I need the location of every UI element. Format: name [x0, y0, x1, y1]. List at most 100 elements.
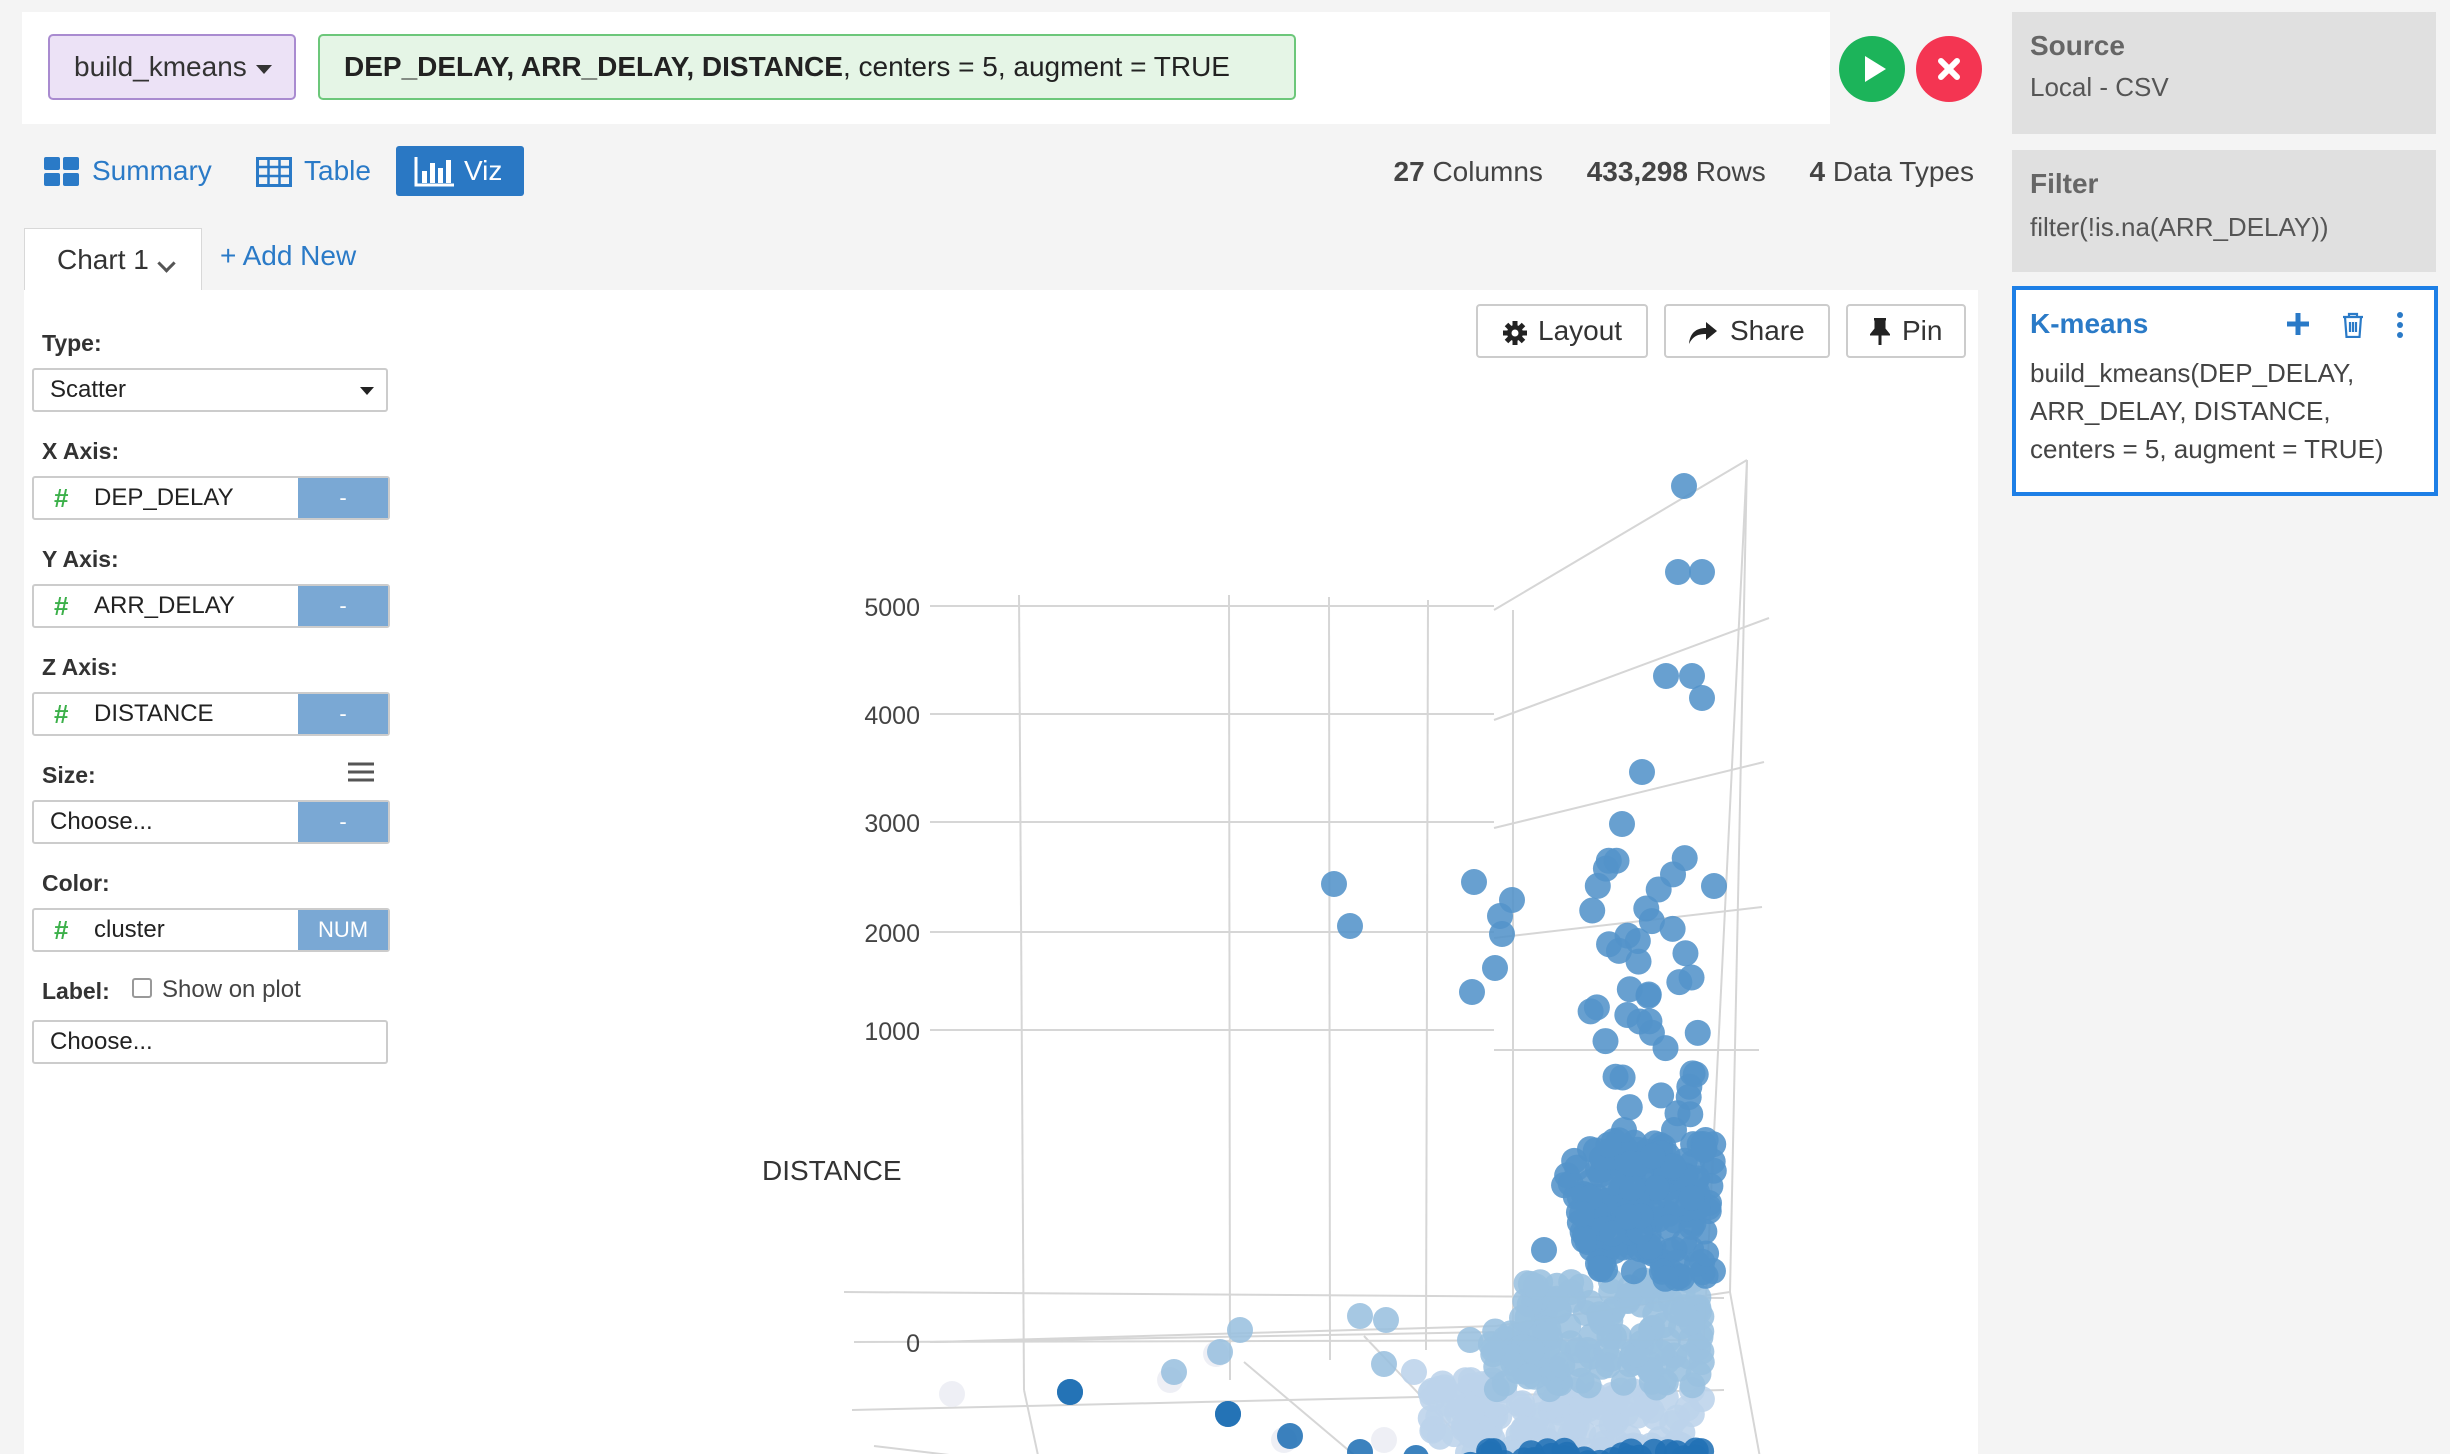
step-source-desc: Local - CSV — [2030, 72, 2169, 102]
step-source[interactable]: Source Local - CSV — [2012, 12, 2436, 134]
bar-chart-icon — [414, 157, 454, 187]
data-point — [1558, 1269, 1585, 1296]
data-point — [1461, 869, 1487, 895]
y-axis-aggregate-button[interactable]: - — [298, 586, 388, 626]
size-aggregate-button[interactable]: - — [298, 802, 388, 842]
pin-button[interactable]: Pin — [1846, 304, 1966, 358]
data-point — [1635, 982, 1662, 1009]
data-point — [1639, 1143, 1666, 1170]
data-point — [1691, 1218, 1718, 1245]
data-point — [1536, 1376, 1563, 1403]
data-point — [1403, 1445, 1429, 1454]
add-new-chart-button[interactable]: + Add New — [220, 240, 357, 271]
z-tick-label: 4000 — [864, 702, 920, 730]
step-kmeans[interactable]: K-means build_kmeans(DEP_DELAY, ARR_DELA… — [2012, 286, 2438, 496]
z-axis-column: DISTANCE — [94, 700, 214, 727]
data-point — [1459, 1395, 1485, 1421]
floor-grid-line — [1243, 1361, 1355, 1454]
rows-label: Rows — [1695, 156, 1766, 187]
z-tick-label: 3000 — [864, 810, 920, 838]
data-point — [1655, 1214, 1682, 1241]
data-point — [1599, 1220, 1626, 1247]
y-axis-field[interactable]: # ARR_DELAY - — [32, 584, 390, 628]
step-kmeans-line2: ARR_DELAY, DISTANCE, — [2030, 396, 2331, 426]
data-point — [1483, 1376, 1510, 1403]
data-point — [1549, 1352, 1576, 1379]
tab-summary[interactable]: Summary — [44, 146, 224, 196]
data-point — [1626, 1444, 1652, 1454]
chart-tab-1[interactable]: Chart 1 — [24, 228, 202, 290]
data-point — [1579, 897, 1606, 924]
step-kmeans-title: K-means — [2030, 308, 2149, 339]
more-options-icon[interactable] — [2396, 312, 2404, 338]
data-point — [1629, 759, 1655, 785]
layout-button[interactable]: Layout — [1476, 304, 1648, 358]
arguments-input[interactable]: DEP_DELAY, ARR_DELAY, DISTANCE, centers … — [318, 34, 1296, 100]
show-on-plot-label: Show on plot — [162, 976, 301, 1003]
data-point — [1626, 1008, 1653, 1035]
data-point — [1665, 559, 1691, 585]
data-point — [1337, 913, 1363, 939]
step-filter[interactable]: Filter filter(!is.na(ARR_DELAY)) — [2012, 150, 2436, 272]
data-point — [1571, 1227, 1597, 1253]
chart-type-select[interactable]: Scatter — [32, 368, 388, 412]
grid-line — [1228, 594, 1231, 1381]
data-point — [1643, 1175, 1670, 1202]
function-dropdown[interactable]: build_kmeans — [48, 34, 296, 100]
data-point — [1614, 922, 1641, 949]
share-button[interactable]: Share — [1664, 304, 1830, 358]
numeric-icon: # — [54, 915, 69, 945]
caret-down-icon — [360, 387, 374, 395]
function-name: build_kmeans — [74, 51, 247, 82]
type-label: Type: — [42, 330, 102, 356]
axis-line — [1729, 459, 1748, 1293]
data-point — [1659, 915, 1686, 942]
grid-line — [1493, 617, 1770, 721]
size-field[interactable]: Choose... - — [32, 800, 390, 844]
data-point — [1671, 473, 1697, 499]
dataset-stats: 27 Columns 433,298 Rows 4 Data Types — [1394, 156, 1974, 188]
data-point — [1457, 1327, 1483, 1353]
data-point — [1509, 1390, 1536, 1417]
rows-count: 433,298 — [1586, 156, 1688, 187]
data-point — [1161, 1359, 1187, 1385]
cancel-button[interactable] — [1916, 36, 1982, 102]
data-point — [1463, 1451, 1478, 1454]
data-point — [1625, 948, 1652, 975]
chart-tab-label: Chart 1 — [57, 244, 149, 275]
chart-type-value: Scatter — [50, 376, 127, 403]
tab-table[interactable]: Table — [256, 146, 396, 196]
args-options: , centers = 5, augment = TRUE — [842, 51, 1230, 82]
color-column: cluster — [94, 916, 165, 943]
data-point — [1617, 1150, 1644, 1177]
data-point — [1652, 1265, 1679, 1292]
trash-icon[interactable] — [2342, 312, 2364, 338]
data-point — [1509, 1305, 1535, 1331]
show-on-plot-checkbox[interactable] — [132, 978, 152, 998]
x-axis-field[interactable]: # DEP_DELAY - — [32, 476, 390, 520]
z-axis-field[interactable]: # DISTANCE - — [32, 692, 390, 736]
data-point — [1207, 1339, 1233, 1365]
run-button[interactable] — [1839, 36, 1905, 102]
z-axis-aggregate-button[interactable]: - — [298, 694, 388, 734]
menu-icon[interactable] — [348, 762, 374, 782]
data-point — [1689, 685, 1715, 711]
color-type-button[interactable]: NUM — [298, 910, 388, 950]
data-point — [1227, 1317, 1253, 1343]
data-point — [1679, 663, 1705, 689]
data-point — [1685, 1361, 1712, 1388]
step-source-title: Source — [2030, 30, 2125, 61]
types-count: 4 — [1809, 156, 1826, 187]
color-field[interactable]: # cluster NUM — [32, 908, 390, 952]
tab-viz[interactable]: Viz — [396, 146, 524, 196]
plus-icon[interactable] — [2286, 312, 2310, 336]
data-point — [1689, 559, 1715, 585]
dep-delay-tick-label: 800 — [891, 1450, 933, 1454]
scatter-3d-plot[interactable]: 0100020003000400050002004006008000DISTAN… — [24, 290, 1978, 1454]
z-tick-label: 0 — [906, 1330, 920, 1358]
x-axis-aggregate-button[interactable]: - — [298, 478, 388, 518]
data-point — [1671, 845, 1698, 872]
label-select[interactable]: Choose... — [32, 1020, 388, 1064]
data-point — [1531, 1237, 1557, 1263]
data-point — [1519, 1337, 1545, 1363]
